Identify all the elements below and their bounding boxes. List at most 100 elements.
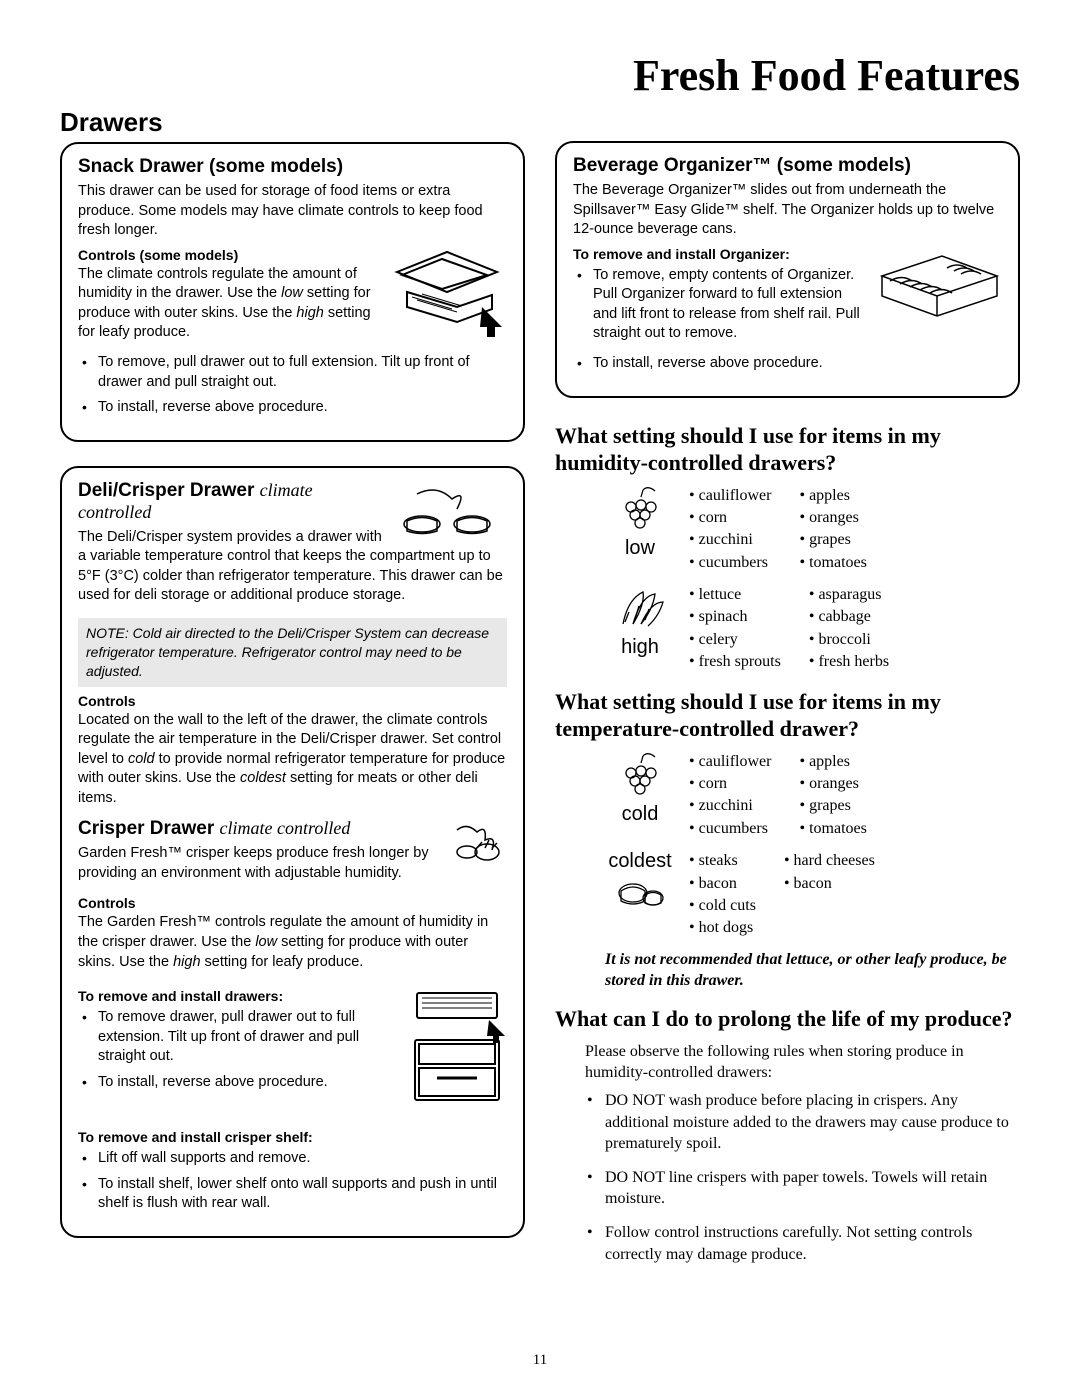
humidity-high-block: high lettucespinachceleryfresh sprouts a… <box>605 584 1020 674</box>
high-col2: asparaguscabbagebroccolifresh herbs <box>809 584 889 674</box>
page-number: 11 <box>533 1352 547 1369</box>
list-item: apples <box>799 485 866 507</box>
list-item: DO NOT line crispers with paper towels. … <box>605 1167 1020 1210</box>
list-item: fresh sprouts <box>689 651 781 673</box>
temp-coldest-block: coldest steaksbaconcold cutshot dogs har… <box>605 850 1020 940</box>
list-item: cauliflower <box>689 485 771 507</box>
prolong-intro: Please observe the following rules when … <box>585 1041 1020 1084</box>
snack-title-suffix: (some models) <box>209 156 343 177</box>
list-item: DO NOT wash produce before placing in cr… <box>605 1090 1020 1155</box>
coldest-col1: steaksbaconcold cutshot dogs <box>689 850 756 940</box>
list-item: cold cuts <box>689 895 756 917</box>
deli-crisper-card: Deli/Crisper Drawer climate controlled T… <box>60 466 525 1238</box>
list-item: hard cheeses <box>784 850 875 872</box>
snack-intro: This drawer can be used for storage of f… <box>78 182 507 241</box>
beverage-organizer-card: Beverage Organizer™ (some models) The Be… <box>555 141 1020 398</box>
list-item: tomatoes <box>799 818 866 840</box>
grapes-icon <box>613 485 668 535</box>
list-item: steaks <box>689 850 756 872</box>
organizer-intro: The Beverage Organizer™ slides out from … <box>573 181 1002 240</box>
deli-controls-heading: Controls <box>78 693 507 709</box>
list-item: oranges <box>799 773 866 795</box>
list-item: To install, reverse above procedure. <box>98 1073 507 1093</box>
crisper-title: Crisper Drawer climate controlled <box>78 818 507 840</box>
low-label: low <box>625 537 655 560</box>
list-item: cucumbers <box>689 818 771 840</box>
list-item: broccoli <box>809 629 889 651</box>
list-item: corn <box>689 773 771 795</box>
list-item: To remove, pull drawer out to full exten… <box>98 353 507 392</box>
list-item: spinach <box>689 606 781 628</box>
list-item: grapes <box>799 795 866 817</box>
list-item: cauliflower <box>689 751 771 773</box>
deli-controls-text: Located on the wall to the left of the d… <box>78 711 507 809</box>
list-item: apples <box>799 751 866 773</box>
page-title: Fresh Food Features <box>60 50 1020 101</box>
deli-note: NOTE: Cold air directed to the Deli/Cris… <box>78 618 507 687</box>
temp-question: What setting should I use for items in m… <box>555 688 1020 743</box>
crisper-shelf-bullets: Lift off wall supports and remove. To in… <box>78 1149 507 1214</box>
cold-label: cold <box>622 803 659 826</box>
humidity-question: What setting should I use for items in m… <box>555 422 1020 477</box>
crisper-intro: Garden Fresh™ crisper keeps produce fres… <box>78 844 507 883</box>
high-label: high <box>621 636 659 659</box>
list-item: grapes <box>799 529 866 551</box>
meat-icon <box>613 873 668 918</box>
list-item: cucumbers <box>689 552 771 574</box>
leafy-icon <box>613 584 668 634</box>
advice-text: It is not recommended that lettuce, or o… <box>605 950 1020 992</box>
grapes-icon <box>613 751 668 801</box>
organizer-title: Beverage Organizer™ (some models) <box>573 155 1002 177</box>
prolong-bullets: DO NOT wash produce before placing in cr… <box>555 1090 1020 1265</box>
coldest-col2: hard cheesesbacon <box>784 850 875 940</box>
cold-col1: cauliflowercornzucchinicucumbers <box>689 751 771 841</box>
list-item: oranges <box>799 507 866 529</box>
list-item: bacon <box>784 873 875 895</box>
organizer-bullets: To remove, empty contents of Organizer. … <box>573 266 1002 344</box>
high-col1: lettucespinachceleryfresh sprouts <box>689 584 781 674</box>
list-item: To install, reverse above procedure. <box>98 398 507 418</box>
crisper-title-suffix: climate controlled <box>220 818 351 838</box>
low-col2: applesorangesgrapestomatoes <box>799 485 866 575</box>
snack-title-main: Snack Drawer <box>78 156 204 177</box>
crisper-veggie-icon <box>447 820 507 870</box>
crisper-shelf-heading: To remove and install crisper shelf: <box>78 1129 507 1145</box>
drawers-heading: Drawers <box>60 107 525 138</box>
list-item: bacon <box>689 873 756 895</box>
list-item: lettuce <box>689 584 781 606</box>
list-item: To remove drawer, pull drawer out to ful… <box>98 1008 507 1067</box>
list-item: fresh herbs <box>809 651 889 673</box>
crisper-remove-bullets: To remove drawer, pull drawer out to ful… <box>78 1008 507 1092</box>
right-column: Beverage Organizer™ (some models) The Be… <box>555 107 1020 1277</box>
snack-drawer-card: Snack Drawer (some models) This drawer c… <box>60 142 525 442</box>
list-item: hot dogs <box>689 917 756 939</box>
list-item: corn <box>689 507 771 529</box>
crisper-controls-text: The Garden Fresh™ controls regulate the … <box>78 913 507 972</box>
left-column: Drawers Snack Drawer (some models) This … <box>60 107 525 1277</box>
organizer-bullets-2: To install, reverse above procedure. <box>573 354 1002 374</box>
crisper-title-main: Crisper Drawer <box>78 818 214 839</box>
list-item: To install shelf, lower shelf onto wall … <box>98 1175 507 1214</box>
snack-bullets: To remove, pull drawer out to full exten… <box>78 353 507 418</box>
list-item: To install, reverse above procedure. <box>593 354 1002 374</box>
list-item: To remove, empty contents of Organizer. … <box>593 266 1002 344</box>
temp-cold-block: cold cauliflowercornzucchinicucumbers ap… <box>605 751 1020 841</box>
list-item: tomatoes <box>799 552 866 574</box>
low-col1: cauliflowercornzucchinicucumbers <box>689 485 771 575</box>
list-item: asparagus <box>809 584 889 606</box>
list-item: celery <box>689 629 781 651</box>
humidity-low-block: low cauliflowercornzucchinicucumbers app… <box>605 485 1020 575</box>
list-item: zucchini <box>689 529 771 551</box>
snack-title: Snack Drawer (some models) <box>78 156 507 178</box>
deli-icon <box>397 484 507 544</box>
cold-col2: applesorangesgrapestomatoes <box>799 751 866 841</box>
prolong-question: What can I do to prolong the life of my … <box>555 1005 1020 1033</box>
coldest-label: coldest <box>608 850 671 873</box>
list-item: cabbage <box>809 606 889 628</box>
snack-drawer-icon <box>387 247 507 342</box>
crisper-controls-heading: Controls <box>78 895 507 911</box>
deli-title-main: Deli/Crisper Drawer <box>78 480 254 501</box>
list-item: Follow control instructions carefully. N… <box>605 1222 1020 1265</box>
list-item: zucchini <box>689 795 771 817</box>
list-item: Lift off wall supports and remove. <box>98 1149 507 1169</box>
